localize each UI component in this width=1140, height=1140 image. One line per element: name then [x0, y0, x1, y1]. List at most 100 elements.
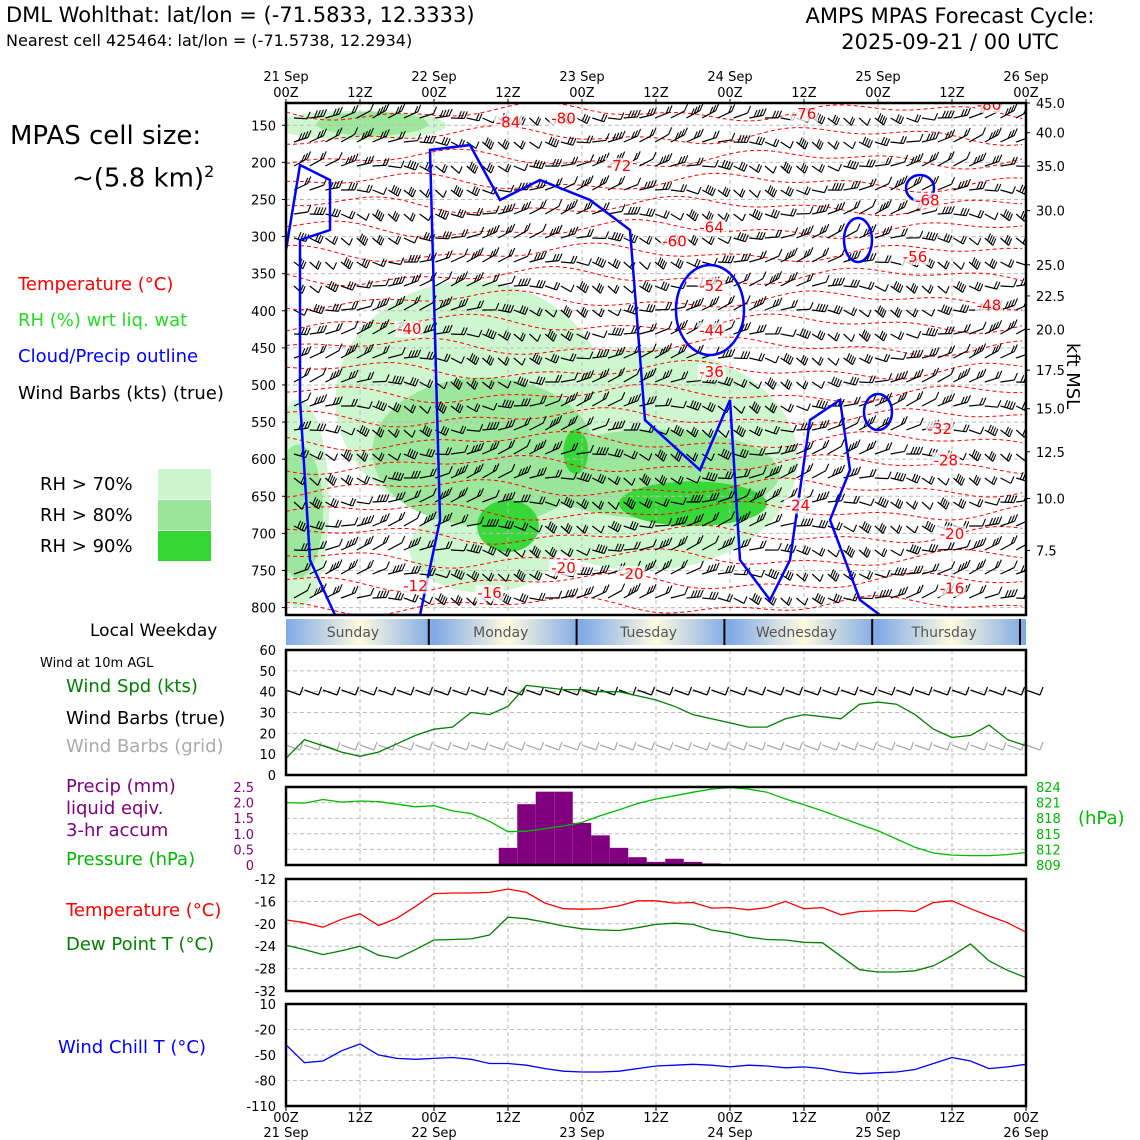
wind-barb-feather	[365, 213, 370, 221]
wind-barb-feather	[565, 330, 570, 338]
wind-barb-feather	[943, 305, 948, 313]
wind-barb-feather	[818, 163, 823, 172]
wind-barb-feather	[476, 188, 481, 197]
wind-barb-10m-grid	[761, 741, 767, 751]
wind-barb-feather	[661, 260, 666, 268]
wind-barb-feather	[633, 109, 638, 118]
wind-barb-feather	[880, 136, 885, 145]
kft-tick-label: 17.5	[1036, 364, 1065, 379]
wind-barb-feather	[628, 498, 633, 507]
wind-barb-staff	[1000, 567, 1015, 575]
wind-barb-feather	[690, 234, 695, 243]
wind-barb-feather	[536, 442, 541, 451]
wind-barb-feather	[382, 590, 387, 598]
wind-barb-feather	[550, 353, 555, 362]
bottom-hour-label: 00Z	[569, 1111, 595, 1126]
wind-barb-staff	[639, 134, 654, 143]
wind-barb-feather	[553, 309, 558, 318]
wind-barb-feather	[383, 475, 388, 483]
isotherm-label: -56	[903, 248, 928, 266]
precip-tick-label: 1.5	[233, 812, 254, 827]
wind-barb-feather	[897, 588, 902, 596]
wind-barb-feather	[731, 320, 736, 328]
wind-barb-feather	[678, 517, 683, 525]
wind-barb-feather	[468, 161, 473, 169]
wind-barb-feather	[982, 559, 987, 567]
wind-barb-feather	[533, 253, 538, 261]
wind-barb-feather	[788, 444, 793, 453]
wind-barb-feather	[772, 467, 777, 475]
wind-barb-feather	[727, 452, 732, 460]
wind-barb-staff	[953, 501, 964, 509]
wind-barb-feather	[398, 492, 403, 500]
wind-barb-staff	[450, 597, 460, 606]
wind-barb-staff	[607, 525, 619, 533]
wind-barb-feather	[762, 487, 767, 495]
wind-barb-feather	[995, 371, 1000, 379]
wind-barb-feather	[684, 299, 689, 308]
wind-barb-feather	[322, 207, 327, 215]
wind-barb-10m-true	[780, 686, 785, 696]
weekday-cell	[877, 619, 1025, 645]
wind-barb-10m-true	[373, 686, 378, 696]
legend-wind-barbs-grid: Wind Barbs (grid)	[66, 736, 224, 757]
wind-barb-feather	[631, 395, 636, 404]
wind-barb-10m-grid	[378, 744, 393, 751]
wind-barb-10m-true	[285, 689, 301, 696]
wind-barb-feather	[553, 281, 558, 290]
wind-barb-feather	[414, 451, 419, 460]
wind-tick-label: 10	[259, 748, 276, 763]
wind-barb-feather	[663, 477, 668, 486]
wind-barb-feather	[962, 304, 967, 313]
wind-barb-feather	[925, 231, 930, 239]
wind-barb-staff	[623, 525, 636, 531]
wind-barb-feather	[944, 131, 950, 140]
wind-barb-staff	[905, 309, 916, 318]
wind-barb-feather	[973, 258, 978, 267]
wind-barb-feather	[583, 500, 588, 508]
wind-barb-feather	[709, 430, 714, 438]
top-hour-label: 00Z	[273, 86, 299, 101]
wind-barb-staff	[529, 402, 544, 407]
wind-barb-feather	[976, 262, 981, 270]
wind-barb-staff	[968, 591, 984, 599]
wind-barb-feather	[486, 354, 491, 363]
wind-barb-feather	[783, 352, 788, 361]
isotherm-label-bg	[913, 192, 942, 209]
wind-barb-feather	[637, 393, 642, 401]
wind-barb-feather	[831, 570, 836, 579]
wind-barb-feather	[597, 473, 602, 482]
wind-barb-feather	[816, 138, 821, 147]
wind-barb-feather	[699, 589, 704, 598]
wind-tick-label: 30	[259, 707, 276, 722]
wind-barb-feather	[551, 524, 556, 532]
wind-barb-staff	[780, 357, 791, 365]
isotherm-line	[286, 289, 1023, 311]
wind-barb-feather	[507, 304, 512, 313]
wind-barb-feather	[721, 159, 726, 168]
wind-barb-feather	[940, 304, 945, 312]
wind-barb-staff	[733, 597, 745, 604]
wind-barb-feather	[318, 501, 323, 510]
wind-barb-feather	[569, 353, 574, 361]
wind-barb-feather	[472, 380, 477, 389]
wind-barb-feather	[665, 154, 670, 162]
wind-barb-feather	[853, 524, 858, 532]
wind-barb-staff	[450, 255, 466, 263]
wind-barb-feather	[521, 549, 526, 558]
wind-barb-feather	[665, 370, 670, 378]
wind-barb-feather	[693, 106, 698, 114]
wind-barb-staff	[780, 165, 790, 174]
wind-barb-feather	[589, 567, 594, 575]
wind-barb-staff	[1015, 304, 1026, 311]
wind-barb-feather	[738, 161, 743, 170]
legend-rh90-swatch	[158, 531, 211, 561]
wind-barb-feather	[454, 568, 459, 577]
wind-barb-staff	[984, 377, 999, 383]
wind-barb-staff	[513, 423, 528, 431]
wind-barb-staff	[623, 261, 633, 270]
wind-barb-staff	[686, 213, 696, 222]
wind-barb-staff	[592, 139, 607, 143]
wind-barb-feather	[979, 370, 984, 378]
wind-barb-feather	[791, 443, 796, 452]
